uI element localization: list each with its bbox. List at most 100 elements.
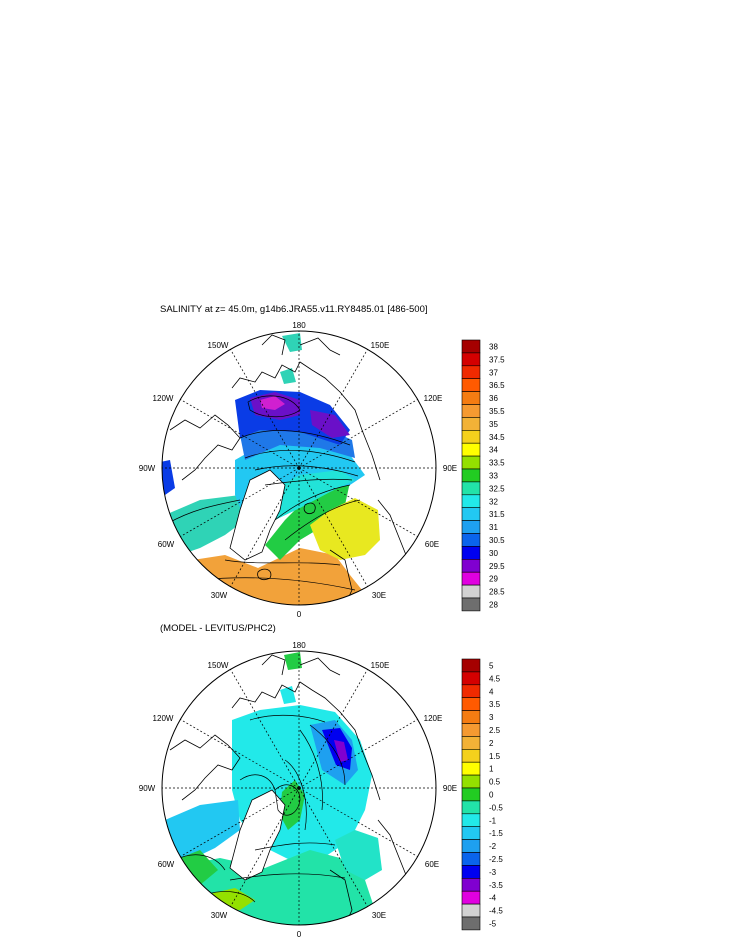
- lon-label: 30W: [211, 591, 228, 600]
- colorbar-tick-label: 34.5: [489, 433, 505, 442]
- colorbar-tick-label: 4: [489, 687, 494, 696]
- atlantic-difference: [162, 850, 380, 925]
- lon-label: 150W: [208, 341, 229, 350]
- greenland-land: [230, 790, 285, 880]
- colorbar-swatch: [461, 736, 481, 750]
- colorbar-tick-label: 33.5: [489, 459, 505, 468]
- colorbar-swatch: [461, 903, 481, 918]
- labrador-region: [165, 495, 245, 560]
- colorbar-tick-label: 31: [489, 523, 498, 532]
- colorbar-tick-label: 0.5: [489, 778, 501, 787]
- colorbar-tick-label: 35: [489, 420, 498, 429]
- difference-field: [162, 651, 436, 925]
- barents-difference: [335, 830, 382, 880]
- colorbar-swatch: [461, 916, 481, 931]
- hudson-patch: [162, 460, 175, 495]
- lon-label: 60E: [425, 540, 439, 549]
- fram-strait-difference: [280, 780, 305, 830]
- difference-colorbar: 5 4.5 4 3.5 3 2.5 2 1.5 1 0.5 0 -0.5 -1 -1.5 -2 -2.5 -3 -…: [461, 658, 503, 931]
- central-basin: [235, 440, 365, 520]
- colorbar-tick-label: -2.5: [489, 855, 503, 864]
- colorbar-swatch: [461, 890, 481, 905]
- colorbar-tick-label: 32.5: [489, 484, 505, 493]
- colorbar-swatch: [461, 404, 481, 418]
- colorbar-swatch: [461, 520, 481, 534]
- colorbar-tick-label: -4.5: [489, 907, 503, 916]
- colorbar-tick-label: 28: [489, 600, 498, 609]
- colorbar-tick-label: -5: [489, 919, 497, 928]
- colorbar-swatch: [461, 800, 481, 815]
- colorbar-tick-label: 30.5: [489, 536, 505, 545]
- colorbar-tick-label: -4: [489, 894, 497, 903]
- lon-label: 90E: [443, 464, 457, 473]
- greenland-sea-difference: [175, 850, 218, 885]
- panel-title-salinity: SALINITY at z= 45.0m, g14b6.JRA55.v11.RY…: [160, 304, 428, 315]
- salinity-coastlines: [169, 334, 409, 605]
- east-siberian-core: [322, 728, 352, 770]
- lon-label: 60E: [425, 860, 439, 869]
- salinity-graticule: [162, 331, 436, 605]
- lon-label: 30E: [372, 911, 386, 920]
- lon-label: 120E: [424, 714, 443, 723]
- colorbar-tick-label: -0.5: [489, 803, 503, 812]
- lon-label: 60W: [158, 860, 175, 869]
- colorbar-swatch: [461, 429, 481, 444]
- colorbar-swatch: [461, 826, 481, 840]
- colorbar-tick-label: -1.5: [489, 829, 503, 838]
- difference-graticule: [162, 651, 436, 925]
- colorbar-swatch: [461, 839, 481, 853]
- colorbar-tick-label: 0: [489, 790, 494, 799]
- chukchi-difference: [280, 686, 296, 704]
- salinity-contours: [164, 395, 361, 591]
- lon-label: 90W: [139, 784, 156, 793]
- chukchi-patch: [280, 368, 296, 384]
- bering-difference: [284, 652, 302, 670]
- lon-label: 120E: [424, 394, 443, 403]
- lon-label: 180: [292, 641, 306, 650]
- colorbar-tick-label: 29.5: [489, 562, 505, 571]
- colorbar-swatch: [461, 365, 481, 379]
- panel-title-difference: (MODEL - LEVITUS/PHC2): [160, 623, 276, 634]
- difference-coastlines: [169, 654, 409, 925]
- colorbar-swatch: [461, 787, 481, 802]
- bering-patch: [282, 333, 302, 352]
- lon-label: 120W: [153, 714, 174, 723]
- salinity-field: [162, 331, 436, 605]
- colorbar-swatch: [461, 671, 481, 686]
- colorbar-tick-label: 38: [489, 342, 498, 351]
- colorbar-tick-label: 30: [489, 549, 498, 558]
- colorbar-swatch: [461, 533, 481, 547]
- east-siberian-difference: [310, 720, 358, 785]
- colorbar-swatch: [461, 748, 481, 763]
- colorbar-swatch: [461, 877, 481, 892]
- lon-label: 150E: [371, 341, 390, 350]
- colorbar-swatch: [461, 813, 481, 827]
- salinity-lon-labels: 180 150W 150E 120W 120E 90W 90E 60W 60E …: [139, 321, 457, 619]
- difference-contours: [174, 714, 346, 903]
- colorbar-tick-label: 34: [489, 446, 498, 455]
- salinity-colorbar: 38 37.5 37 36.5 36 35.5 35 34.5 34 33.5 33 32.5 32 31…: [461, 339, 505, 612]
- lon-label: 30E: [372, 591, 386, 600]
- colorbar-tick-label: 37: [489, 368, 498, 377]
- colorbar-tick-label: 4.5: [489, 674, 501, 683]
- lon-label: 30W: [211, 911, 228, 920]
- east-siberian-core: [310, 410, 350, 438]
- colorbar-swatch: [461, 571, 481, 586]
- colorbar-swatch: [461, 761, 481, 776]
- lon-label: 150W: [208, 661, 229, 670]
- colorbar-tick-label: 31.5: [489, 510, 505, 519]
- colorbar-swatch: [461, 378, 481, 392]
- canada-basin: [235, 390, 350, 445]
- colorbar-tick-label: 36.5: [489, 381, 505, 390]
- colorbar-tick-label: 5: [489, 661, 494, 670]
- colorbar-swatch: [461, 352, 481, 367]
- barents-region: [310, 498, 380, 560]
- colorbar-tick-label: -2: [489, 842, 497, 851]
- colorbar-tick-label: 37.5: [489, 355, 505, 364]
- colorbar-tick-label: 35.5: [489, 407, 505, 416]
- eurasian-region: [240, 420, 355, 460]
- lon-label: 180: [292, 321, 306, 330]
